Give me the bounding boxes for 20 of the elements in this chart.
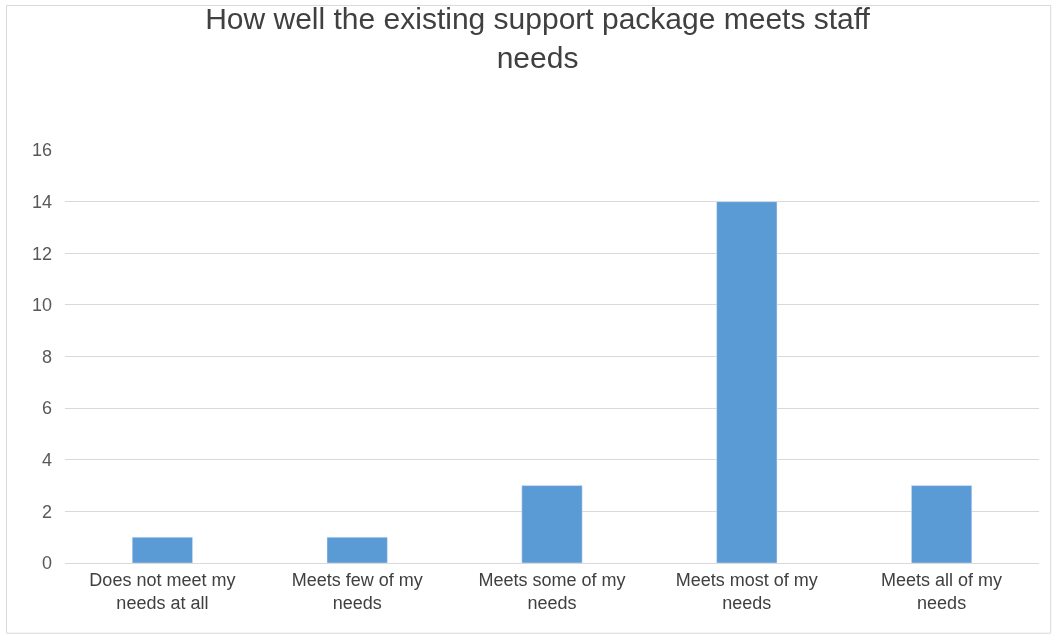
x-tick-label: Meets most of my needs	[675, 569, 818, 613]
y-tick-label: 12	[31, 243, 52, 264]
y-tick-label: 4	[41, 450, 52, 471]
y-tick-label: 14	[31, 191, 52, 212]
x-tick-label: Does not meet my needs at all	[89, 569, 236, 613]
x-tick-label: Meets all of my needs	[881, 569, 1003, 613]
bar	[326, 536, 388, 563]
chart-title: How well the existing support package meets staff needs	[205, 1, 871, 74]
bar	[911, 485, 973, 563]
x-tick-label: Meets few of my needs	[291, 569, 423, 613]
y-tick-label: 10	[31, 295, 52, 316]
bar	[521, 485, 583, 563]
x-tick-label: Meets some of my needs	[478, 569, 626, 613]
y-tick-label: 16	[31, 140, 52, 161]
bar	[131, 536, 193, 563]
y-tick-label: 0	[41, 553, 52, 574]
y-tick-label: 8	[41, 346, 52, 367]
bar	[716, 201, 778, 563]
y-tick-label: 6	[41, 398, 52, 419]
y-tick-label: 2	[41, 501, 52, 522]
